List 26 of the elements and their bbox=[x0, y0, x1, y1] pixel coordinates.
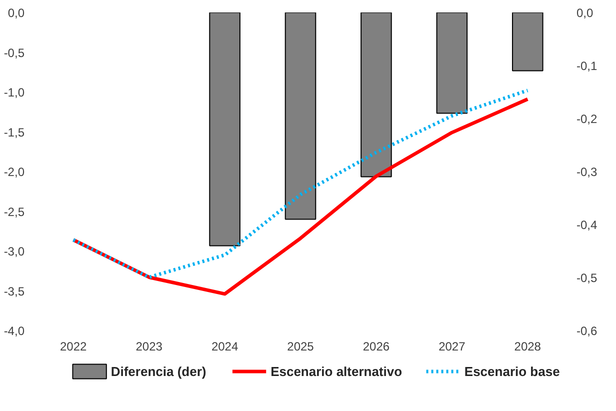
y-tick-label: -3,5 bbox=[4, 284, 25, 298]
y2-tick-label: -0,3 bbox=[576, 165, 598, 179]
y2-tick-label: -0,2 bbox=[576, 112, 598, 126]
x-tick-label: 2028 bbox=[514, 340, 542, 354]
x-tick-label: 2025 bbox=[287, 340, 314, 354]
y2-tick-label: -0,6 bbox=[576, 324, 598, 338]
y-tick-label: 0,0 bbox=[8, 6, 25, 20]
y2-tick-label: -0,4 bbox=[576, 218, 598, 232]
x-tick-label: 2022 bbox=[60, 340, 88, 354]
x-tick-label: 2027 bbox=[438, 340, 466, 354]
y-tick-label: -0,5 bbox=[4, 46, 25, 60]
y2-tick-label: 0,0 bbox=[576, 6, 594, 20]
y-tick-label: -3,0 bbox=[4, 244, 25, 258]
y-tick-label: -1,0 bbox=[4, 86, 25, 100]
y2-tick-label: -0,1 bbox=[576, 59, 598, 73]
x-tick-label: 2023 bbox=[136, 340, 163, 354]
x-tick-label: 2024 bbox=[211, 340, 238, 354]
x-tick-label: 2026 bbox=[362, 340, 390, 354]
y2-tick-label: -0,5 bbox=[576, 271, 598, 285]
legend-label: Escenario alternativo bbox=[270, 364, 402, 379]
y-tick-label: -4,0 bbox=[4, 324, 25, 338]
y-tick-label: -2,0 bbox=[4, 165, 25, 179]
legend-label: Diferencia (der) bbox=[110, 364, 206, 379]
legend-label: Escenario base bbox=[464, 364, 560, 379]
y-tick-label: -1,5 bbox=[4, 125, 25, 140]
y-tick-label: -2,5 bbox=[4, 204, 25, 219]
